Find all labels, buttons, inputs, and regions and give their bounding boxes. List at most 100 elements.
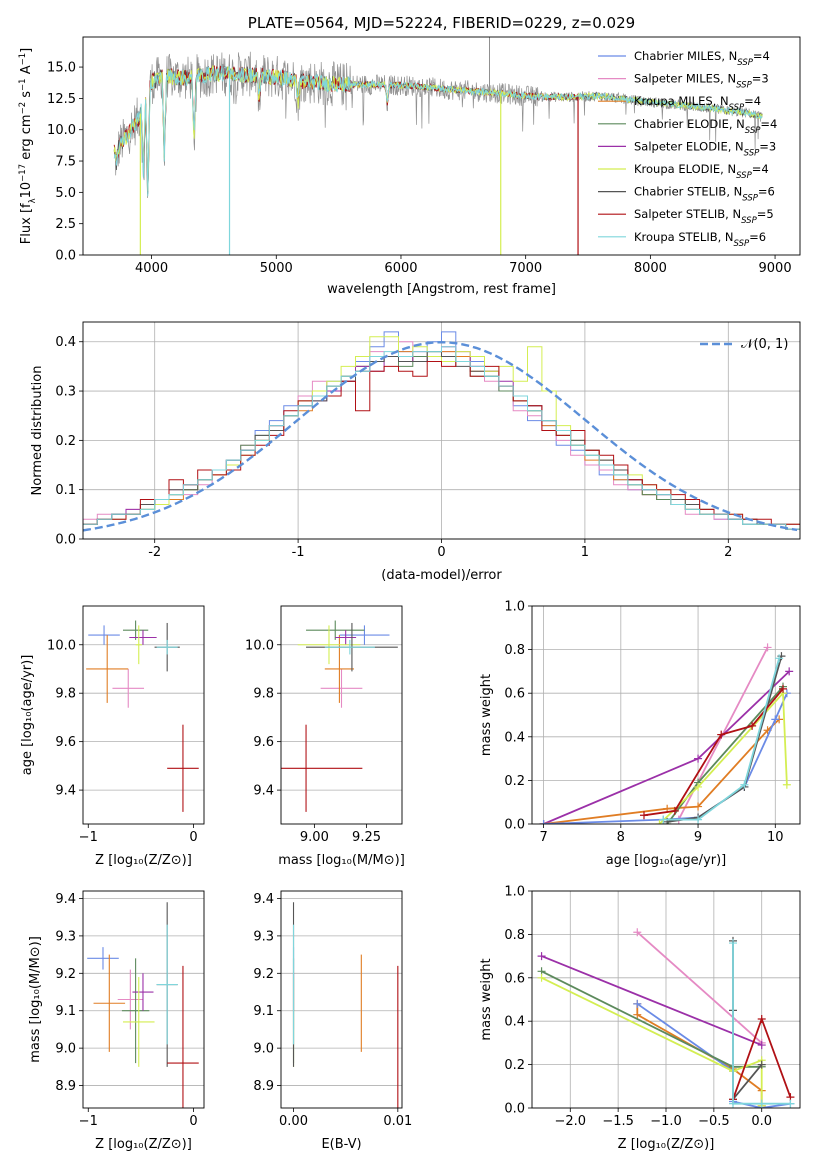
x-tick-label: 5000 [260,261,293,276]
legend-entry: 𝒩(0, 1) [741,337,788,352]
y-tick-label: 0.0 [55,249,76,264]
errorbar-kroupa_stelib [156,924,178,1045]
x-tick-label: 7000 [509,261,542,276]
weight-marker [694,802,703,811]
spectrum-panel: 4000 5000 6000 7000 8000 9000 0.0 2.5 5.0 7.5 10.0… [18,14,801,297]
x-tick-label: 6000 [384,261,417,276]
weight-marker [757,1015,766,1024]
errorbar-salpeter_elodie [335,630,357,645]
y-tick-label: 9.2 [253,967,274,982]
x-tick-label: −1 [79,1114,98,1129]
y-tick-label: 9.3 [55,929,76,944]
weight-marker [633,1010,642,1019]
weight-marker [763,643,772,652]
y-tick-label: 9.8 [253,687,274,702]
errorbar-kroupa_stelib [156,639,178,655]
weight-marker [782,780,791,789]
axes-frame [82,890,205,1109]
errorbar-kroupa_elodie [297,625,361,665]
x-tick-label: −2.0 [554,1114,586,1129]
y-tick-label: 0.2 [55,434,76,449]
errorbar-kroupa_miles [324,635,355,703]
legend-entry: Chabrier ELODIE, NSSP=4 [634,117,777,136]
residuals-plot-area [83,331,800,539]
y-tick-label: 0.4 [504,1015,525,1030]
weight-marker [779,684,788,693]
x-tick-label: 9000 [759,261,792,276]
y-tick-label: 9.4 [55,784,76,799]
weight-marker [786,1099,795,1108]
age_vs_mass-panel: 9.00 9.25 9.4 9.6 9.8 10.0 mass [log₁₀(M/M⊙)] [245,605,405,868]
y-tick-label: 0.3 [55,385,76,400]
errorbar-chabrier_elodie [122,620,149,640]
normal-curve [83,340,798,532]
x-tick-label: 9 [694,830,702,845]
histogram-kroupa_stelib [83,346,800,539]
weight-marker [740,780,749,789]
y-tick-label: 15.0 [47,61,76,76]
y-tick-label: 9.8 [55,687,76,702]
legend-entry: Kroupa MILES, NSSP=4 [634,94,761,113]
y-axis-label: Normed distribution [30,366,45,496]
legend-entry: Chabrier STELIB, NSSP=6 [634,185,775,204]
legend-entry: Kroupa STELIB, NSSP=6 [634,230,766,249]
x-tick-label: 0 [189,1114,197,1129]
weight-marker [694,782,703,791]
y-tick-label: 10.0 [47,123,76,138]
x-tick-label: 0.0 [751,1114,772,1129]
errorbar-kroupa_elodie [122,977,155,1067]
axes-frame [82,605,205,825]
weight-line-kroupa_elodie [541,976,763,1106]
errorbar-salpeter_miles [112,668,145,708]
x-tick-label: 0.00 [279,1114,308,1129]
errorbar-kroupa_elodie [135,625,142,665]
y-tick-label: 8.9 [55,1079,76,1094]
weight-marker [537,952,546,961]
x-tick-label: 1 [581,545,589,560]
weight-line-salpeter_miles [636,931,763,1044]
y-tick-label: 0.4 [504,730,525,745]
errorbar-kroupa_stelib [324,639,375,655]
x-axis-label: Z [log₁₀(Z/Z⊙)] [95,853,192,868]
weight-line-kroupa_stelib [663,658,780,821]
errorbar-salpeter_elodie [129,630,157,645]
x-axis-label: Z [log₁₀(Z/Z⊙)] [618,1137,715,1152]
spectrum-plot-area [113,37,763,255]
y-tick-label: 7.5 [55,155,76,170]
legend-entry: Kroupa ELODIE, NSSP=4 [634,162,769,181]
y-tick-label: 0.0 [55,533,76,548]
age_vs_z-panel: −1 0 9.4 9.6 9.8 10.0 Z [log₁₀(Z/Z⊙)] age [log₁… [20,605,205,868]
x-tick-label: 10 [767,830,784,845]
weight-marker [748,721,757,730]
weight-marker [694,815,703,824]
y-axis-label: mass [log₁₀(M/M⊙)] [28,936,43,1063]
axes-frame [82,36,801,256]
axes-frame [531,890,801,1109]
errorbar-kroupa_miles [86,635,129,703]
legend-entry: Salpeter MILES, NSSP=3 [634,72,769,91]
y-tick-label: 1.0 [504,885,525,900]
weight-marker [729,939,737,948]
y-tick-label: 9.0 [55,1042,76,1057]
chart-title: PLATE=0564, MJD=52224, FIBERID=0229, z=0… [248,14,635,32]
weight-marker [655,820,664,824]
y-axis-label: age [log₁₀(age/yr)] [20,655,35,776]
x-tick-label: −0.5 [698,1114,730,1129]
y-tick-label: 2.5 [55,217,76,232]
y-tick-label: 9.1 [253,1004,274,1019]
weight-marker [639,811,648,820]
weight-marker [757,1060,766,1069]
weight-marker [633,928,642,937]
y-tick-label: 9.2 [55,967,76,982]
weight_vs_age-plot-area [539,643,794,824]
y-axis-label: Flux [fλ10−17 erg cm−2 s−1 A−1] [18,48,38,244]
x-tick-label: 9.00 [300,830,329,845]
errorbar-salpeter_stelib [167,724,199,812]
x-tick-label: 7 [539,830,547,845]
y-tick-label: 0.1 [55,483,76,498]
weight-marker [771,715,780,724]
y-tick-label: 9.3 [253,929,274,944]
x-axis-label: wavelength [Angstrom, rest frame] [327,282,556,297]
y-axis-label: mass weight [479,958,494,1040]
x-tick-label: −1.5 [602,1114,634,1129]
